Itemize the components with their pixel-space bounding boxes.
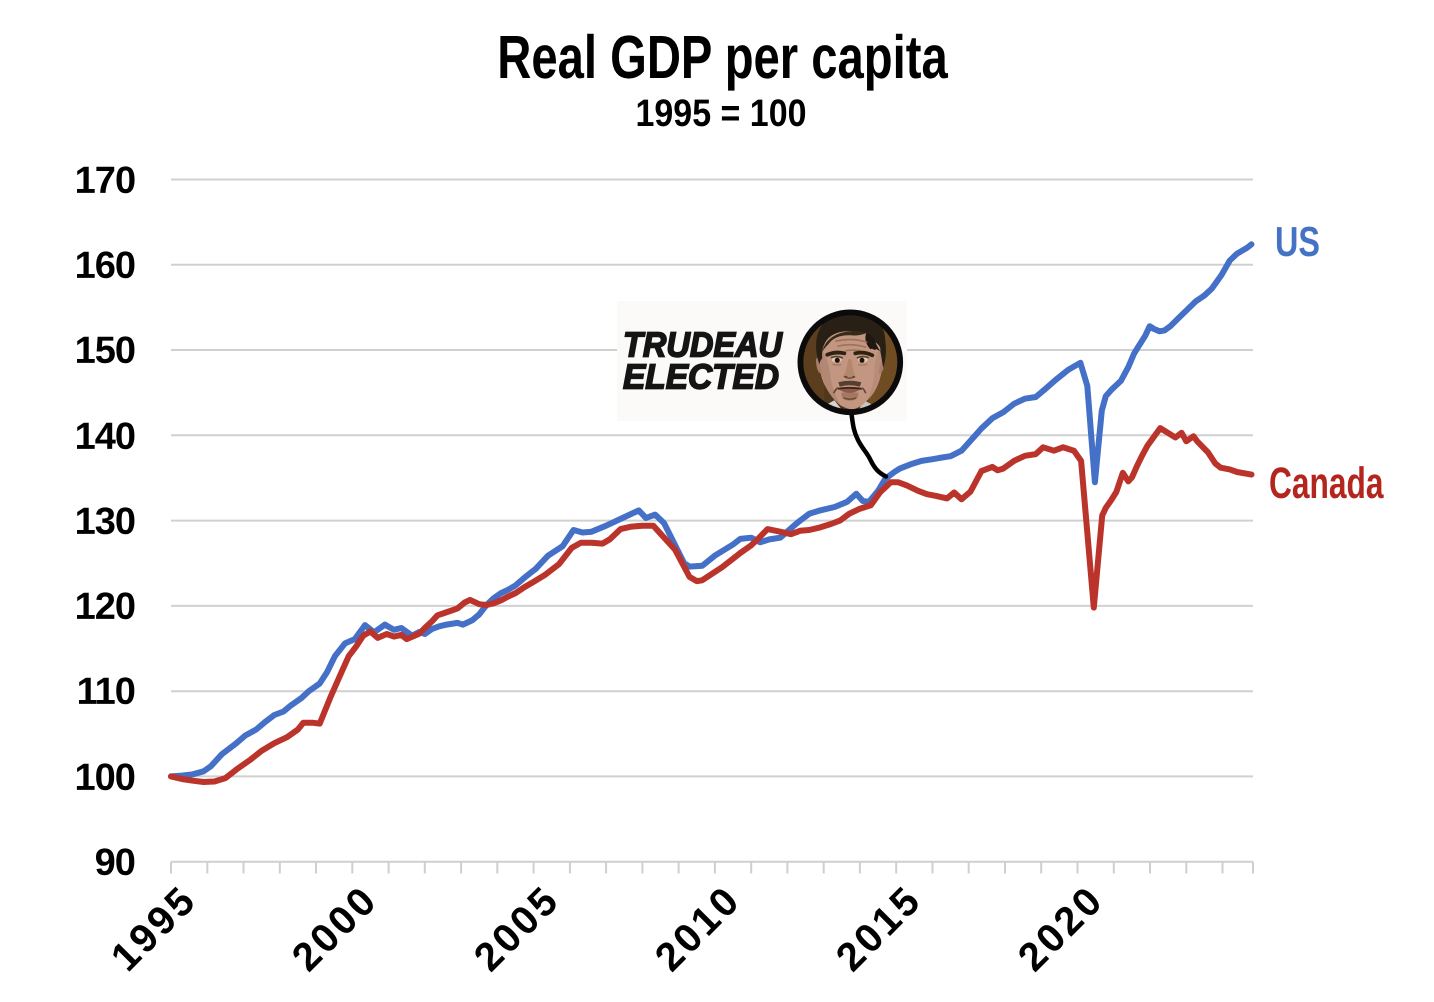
svg-text:2000: 2000 (284, 877, 387, 980)
svg-text:1995 = 100: 1995 = 100 (636, 92, 807, 135)
svg-text:US: US (1275, 218, 1320, 265)
svg-text:Real GDP per capita: Real GDP per capita (497, 23, 948, 91)
svg-text:2005: 2005 (466, 877, 569, 980)
svg-text:2020: 2020 (1010, 877, 1113, 980)
svg-text:110: 110 (77, 671, 135, 713)
svg-text:130: 130 (75, 501, 135, 543)
svg-text:120: 120 (75, 586, 135, 628)
svg-text:170: 170 (75, 160, 135, 202)
svg-text:1995: 1995 (103, 877, 206, 980)
svg-text:100: 100 (75, 757, 135, 799)
svg-text:140: 140 (75, 416, 135, 458)
svg-text:TRUDEAU: TRUDEAU (623, 325, 783, 364)
svg-text:Canada: Canada (1269, 459, 1384, 508)
svg-text:ELECTED: ELECTED (623, 357, 779, 396)
svg-text:2010: 2010 (647, 877, 750, 980)
svg-text:150: 150 (75, 330, 135, 372)
svg-text:2015: 2015 (828, 877, 931, 980)
svg-text:90: 90 (95, 842, 135, 884)
svg-text:160: 160 (75, 245, 135, 287)
